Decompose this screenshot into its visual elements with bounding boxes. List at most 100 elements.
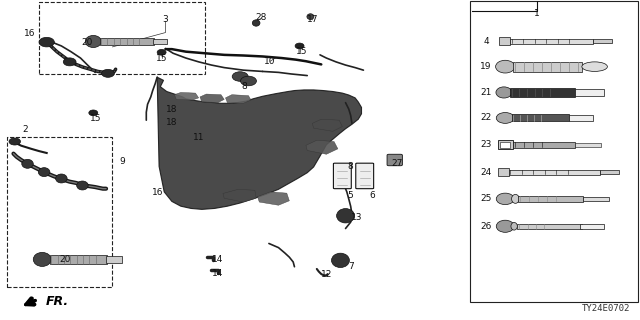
Polygon shape xyxy=(306,140,338,154)
Bar xyxy=(50,255,108,264)
Text: 1: 1 xyxy=(534,9,540,18)
Ellipse shape xyxy=(511,222,517,230)
Polygon shape xyxy=(200,94,224,103)
Text: 7: 7 xyxy=(348,262,353,271)
Ellipse shape xyxy=(39,37,54,47)
Text: 17: 17 xyxy=(307,15,318,24)
Polygon shape xyxy=(157,77,362,209)
Ellipse shape xyxy=(307,14,314,20)
Text: 13: 13 xyxy=(351,213,363,222)
Ellipse shape xyxy=(89,110,98,116)
Text: 27: 27 xyxy=(391,159,403,168)
Text: 12: 12 xyxy=(321,270,332,279)
Text: 3: 3 xyxy=(163,15,168,24)
Bar xyxy=(575,89,604,96)
Text: TY24E0702: TY24E0702 xyxy=(581,304,630,313)
Ellipse shape xyxy=(56,174,67,183)
Text: 19: 19 xyxy=(480,62,492,71)
Text: 10: 10 xyxy=(264,57,276,66)
Bar xyxy=(569,115,593,121)
Ellipse shape xyxy=(157,50,166,55)
Ellipse shape xyxy=(582,62,607,71)
Bar xyxy=(583,197,609,201)
Polygon shape xyxy=(223,189,256,202)
Bar xyxy=(513,142,575,148)
Text: 2: 2 xyxy=(22,125,28,134)
Bar xyxy=(593,39,612,43)
Ellipse shape xyxy=(63,58,76,66)
Bar xyxy=(39,2,205,74)
Bar xyxy=(511,115,569,122)
Polygon shape xyxy=(174,92,198,100)
Text: 5: 5 xyxy=(348,190,353,200)
Ellipse shape xyxy=(22,159,33,168)
Text: 16: 16 xyxy=(152,188,164,197)
Ellipse shape xyxy=(241,76,257,86)
FancyBboxPatch shape xyxy=(333,163,351,189)
Ellipse shape xyxy=(33,252,51,267)
Bar xyxy=(575,143,601,147)
Text: 21: 21 xyxy=(481,88,492,97)
Polygon shape xyxy=(257,192,289,205)
Ellipse shape xyxy=(496,113,514,123)
Bar xyxy=(153,39,167,44)
Text: 4: 4 xyxy=(483,37,489,46)
Ellipse shape xyxy=(496,193,514,204)
Text: 22: 22 xyxy=(481,114,492,123)
Bar xyxy=(106,256,122,263)
Bar xyxy=(100,38,154,45)
Ellipse shape xyxy=(337,209,355,223)
Text: 6: 6 xyxy=(369,190,375,200)
Bar xyxy=(510,88,575,97)
Text: 24: 24 xyxy=(481,168,492,177)
Ellipse shape xyxy=(295,43,304,49)
Polygon shape xyxy=(312,119,342,131)
Bar xyxy=(470,1,638,302)
Bar xyxy=(499,37,510,45)
Bar xyxy=(510,39,593,44)
Bar xyxy=(497,140,513,149)
Bar xyxy=(580,224,604,228)
Text: 26: 26 xyxy=(481,222,492,231)
Ellipse shape xyxy=(252,20,260,26)
Ellipse shape xyxy=(9,138,20,145)
Polygon shape xyxy=(225,95,251,103)
Bar xyxy=(497,168,509,176)
Text: 25: 25 xyxy=(481,194,492,204)
Ellipse shape xyxy=(38,168,50,177)
Text: 18: 18 xyxy=(166,118,177,127)
Bar xyxy=(518,196,583,202)
Bar xyxy=(513,61,582,72)
Text: 28: 28 xyxy=(255,13,267,22)
Text: 8: 8 xyxy=(348,162,353,171)
Text: FR.: FR. xyxy=(45,295,68,308)
Ellipse shape xyxy=(77,181,88,190)
Text: 9: 9 xyxy=(119,157,125,166)
Bar xyxy=(509,170,600,175)
Bar xyxy=(516,224,582,229)
Text: 23: 23 xyxy=(481,140,492,149)
Bar xyxy=(600,170,619,174)
Ellipse shape xyxy=(496,87,512,98)
FancyBboxPatch shape xyxy=(387,154,403,166)
Text: 16: 16 xyxy=(24,29,36,38)
Text: 15: 15 xyxy=(156,53,168,62)
FancyBboxPatch shape xyxy=(356,163,374,189)
Ellipse shape xyxy=(495,60,515,73)
Ellipse shape xyxy=(85,36,101,48)
Ellipse shape xyxy=(232,72,248,81)
Text: 15: 15 xyxy=(296,47,308,56)
Ellipse shape xyxy=(102,69,115,77)
Ellipse shape xyxy=(511,195,519,203)
Bar xyxy=(500,141,510,148)
Text: 11: 11 xyxy=(193,133,204,142)
Text: 20: 20 xyxy=(59,255,70,264)
Ellipse shape xyxy=(496,220,514,232)
Text: 14: 14 xyxy=(212,255,223,264)
Text: 18: 18 xyxy=(166,105,177,114)
Text: 20: 20 xyxy=(81,38,93,47)
Text: 8: 8 xyxy=(242,82,248,91)
Bar xyxy=(7,137,113,287)
Ellipse shape xyxy=(332,253,349,268)
Text: 14: 14 xyxy=(212,268,223,278)
